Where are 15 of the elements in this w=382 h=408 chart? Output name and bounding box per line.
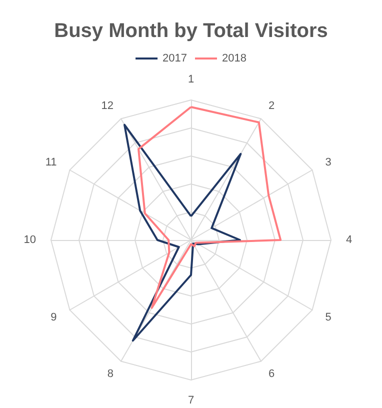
spoke-label: 4 [346, 234, 352, 246]
spoke-label: 10 [24, 234, 36, 246]
spoke-label: 2 [268, 100, 275, 112]
spoke-label: 12 [101, 100, 114, 112]
spoke-label: 5 [325, 312, 332, 324]
spoke-label: 1 [188, 74, 194, 86]
spoke-label: 3 [325, 156, 332, 168]
legend-label: 2017 [162, 52, 188, 64]
legend-label: 2018 [222, 52, 246, 64]
spoke-label: 11 [45, 156, 57, 168]
spoke-label: 9 [50, 312, 57, 324]
spoke-label: 6 [268, 368, 275, 380]
chart-title: Busy Month by Total Visitors [54, 20, 328, 42]
spoke-label: 8 [107, 368, 114, 380]
spoke-label: 7 [188, 394, 194, 406]
